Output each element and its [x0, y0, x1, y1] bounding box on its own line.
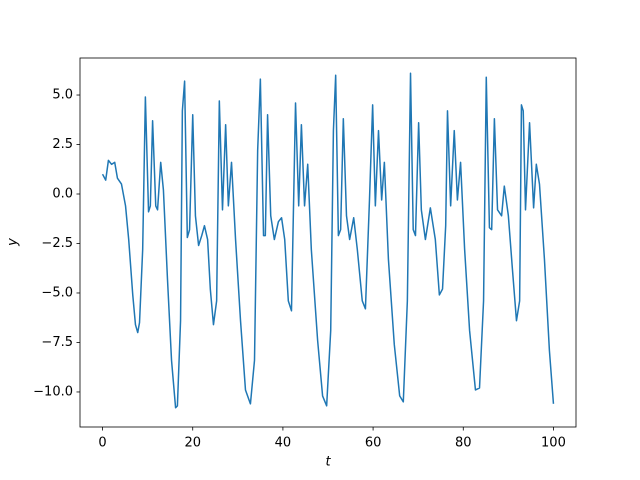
x-tick-label: 80: [455, 436, 472, 451]
y-tick-label: −10.0: [33, 384, 73, 399]
x-tick-label: 0: [98, 436, 106, 451]
x-tick-label: 40: [275, 436, 292, 451]
y-tick-label: 0.0: [52, 186, 73, 201]
data-line: [101, 72, 555, 409]
axes-frame: [79, 57, 577, 428]
x-axis-label: t: [325, 455, 331, 470]
x-tick-label: 60: [365, 436, 382, 451]
y-tick-label: −5.0: [41, 285, 73, 300]
y-tick-label: −2.5: [41, 236, 73, 251]
y-axis-label: y: [6, 238, 21, 247]
x-tick-label: 20: [184, 436, 201, 451]
y-tick-label: 5.0: [52, 88, 73, 103]
y-tick-label: −7.5: [41, 335, 73, 350]
y-tick-label: 2.5: [52, 137, 73, 152]
x-tick-label: 100: [541, 436, 566, 451]
